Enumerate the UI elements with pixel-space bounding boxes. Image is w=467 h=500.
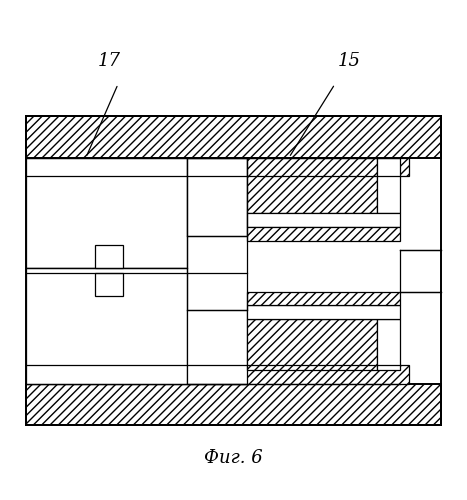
Bar xyxy=(95,273,123,296)
Bar xyxy=(248,158,376,213)
Bar xyxy=(187,310,248,384)
Bar xyxy=(376,158,400,213)
Bar xyxy=(26,116,441,158)
Text: 15: 15 xyxy=(337,52,361,70)
Bar xyxy=(26,158,187,268)
Bar xyxy=(26,366,409,384)
Bar xyxy=(187,158,248,236)
Bar xyxy=(26,250,409,292)
Bar xyxy=(376,319,400,370)
Bar xyxy=(26,384,441,426)
Bar xyxy=(248,319,376,370)
Bar xyxy=(400,250,441,292)
Bar xyxy=(95,246,123,268)
Bar xyxy=(248,213,400,227)
Text: 17: 17 xyxy=(98,52,120,70)
Bar xyxy=(248,292,400,306)
Bar xyxy=(248,227,400,241)
Bar xyxy=(26,158,409,176)
Text: Фиг. 6: Фиг. 6 xyxy=(204,448,263,466)
Bar xyxy=(248,306,400,319)
Bar xyxy=(26,268,187,384)
